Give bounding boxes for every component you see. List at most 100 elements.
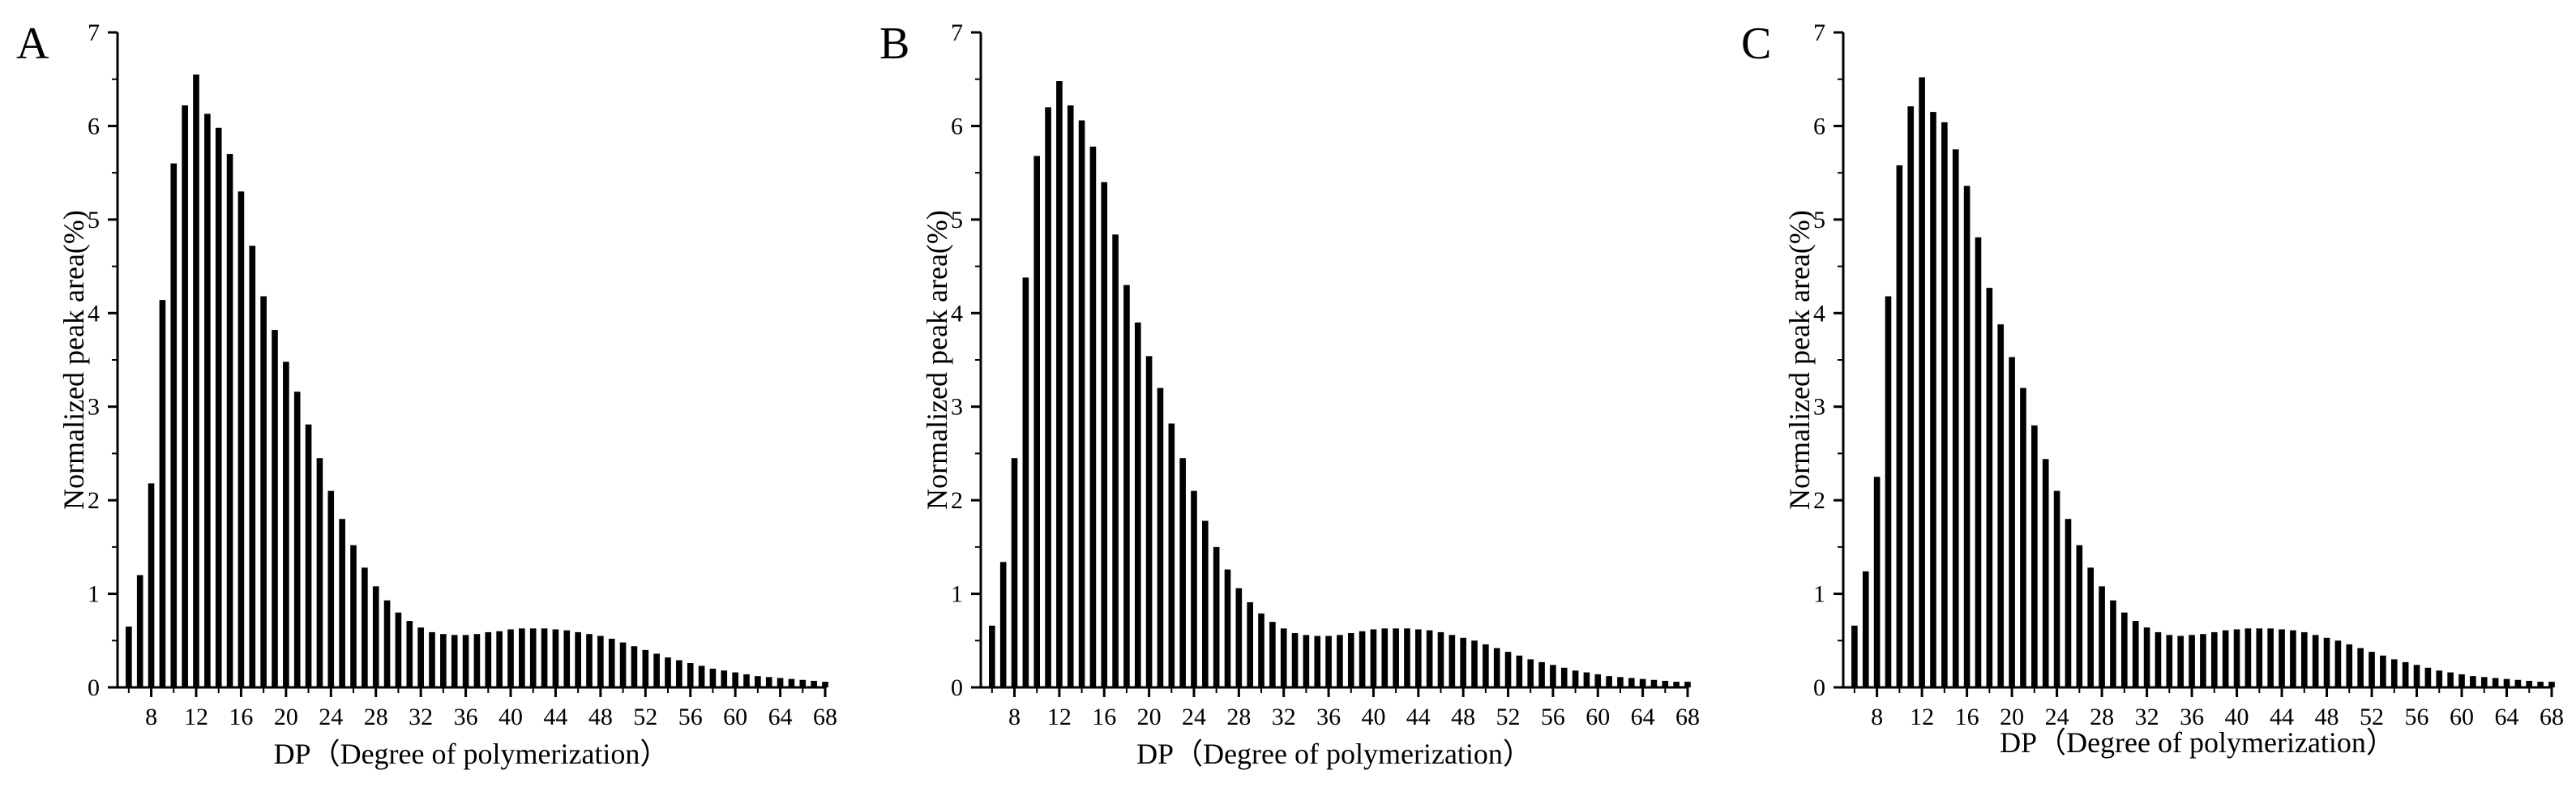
bar-dp-34 (440, 634, 447, 687)
bar-dp-6 (989, 625, 995, 687)
x-tick-label: 28 (1226, 704, 1251, 730)
bar-dp-54 (665, 657, 671, 687)
bar-dp-18 (1986, 288, 1993, 687)
bar-dp-50 (619, 642, 627, 687)
bar-dp-35 (1314, 636, 1321, 687)
bar-dp-28 (2099, 586, 2105, 687)
bar-dp-32 (2143, 627, 2150, 687)
bar-dp-16 (1101, 182, 1108, 687)
bar-dp-14 (1078, 120, 1085, 687)
x-tick-label: 40 (1361, 704, 1385, 730)
bar-dp-44 (2279, 629, 2285, 687)
x-tick-label: 24 (319, 704, 343, 730)
bar-dp-20 (1145, 356, 1153, 687)
bar-dp-25 (1202, 520, 1209, 687)
bar-dp-27 (1224, 569, 1231, 687)
bar-dp-37 (2200, 634, 2206, 687)
bar-dp-23 (316, 458, 323, 687)
x-tick-label: 32 (2135, 704, 2159, 730)
bar-dp-25 (2065, 519, 2072, 687)
bar-dp-49 (608, 638, 615, 687)
x-tick-label: 56 (678, 704, 703, 730)
x-tick-label: 8 (1008, 704, 1021, 730)
bar-dp-21 (293, 392, 301, 687)
bar-dp-52 (2368, 652, 2375, 687)
bar-dp-25 (339, 519, 345, 687)
y-tick-label: 1 (88, 581, 100, 608)
panel-label: B (879, 19, 909, 69)
x-tick-label: 60 (1585, 704, 1610, 730)
y-tick-label: 6 (1813, 113, 1825, 139)
bar-dp-53 (2380, 655, 2386, 687)
y-tick-label: 4 (951, 300, 963, 327)
bar-dp-67 (2537, 682, 2544, 687)
bar-dp-60 (732, 672, 738, 687)
y-axis-title: Normalized peak area(%) (921, 210, 953, 510)
bar-dp-9 (1885, 296, 1892, 687)
bar-dp-61 (743, 674, 750, 687)
bar-dp-62 (755, 676, 761, 687)
bar-dp-68 (1684, 682, 1691, 687)
x-tick-label: 36 (1316, 704, 1341, 730)
y-tick-label: 2 (951, 487, 963, 514)
x-tick-label: 64 (1631, 704, 1655, 730)
bar-dp-40 (1370, 629, 1377, 687)
bar-dp-11 (182, 105, 188, 687)
bar-dp-48 (2323, 637, 2330, 687)
bar-dp-17 (249, 246, 256, 687)
bar-dp-43 (2267, 628, 2274, 687)
x-tick-label: 36 (454, 704, 478, 730)
bar-dp-54 (2390, 659, 2398, 687)
bar-dp-59 (1583, 672, 1590, 687)
x-tick-label: 32 (409, 704, 433, 730)
bar-dp-64 (777, 678, 784, 687)
x-tick-label: 36 (2180, 704, 2204, 730)
bar-dp-23 (1179, 458, 1186, 687)
bar-dp-19 (272, 330, 278, 687)
bar-dp-15 (1089, 146, 1097, 687)
bar-dp-43 (541, 628, 548, 687)
bar-dp-51 (2357, 648, 2364, 687)
bar-dp-30 (1258, 613, 1264, 687)
y-tick-label: 1 (951, 581, 963, 608)
x-tick-label: 40 (2225, 704, 2249, 730)
bar-dp-18 (1123, 285, 1130, 687)
bar-dp-55 (2402, 661, 2409, 687)
bar-dp-68 (2548, 682, 2555, 687)
bar-dp-47 (586, 634, 593, 687)
y-tick-label: 1 (1813, 581, 1825, 608)
bar-dp-11 (1045, 107, 1051, 688)
bar-dp-19 (1134, 322, 1141, 687)
bar-dp-38 (485, 631, 492, 687)
bar-dp-31 (1269, 622, 1276, 687)
bar-dp-42 (1393, 628, 1399, 687)
x-tick-label: 28 (2090, 704, 2114, 730)
x-tick-label: 16 (229, 704, 253, 730)
bar-dp-21 (2020, 387, 2026, 687)
bar-dp-16 (1963, 186, 1971, 688)
bar-dp-48 (1460, 637, 1466, 687)
bar-dp-61 (2470, 676, 2476, 687)
bar-dp-14 (1941, 122, 1948, 687)
x-tick-label: 12 (1910, 704, 1934, 730)
y-tick-label: 5 (1813, 207, 1825, 233)
bar-dp-40 (2233, 629, 2240, 687)
y-tick-label: 5 (951, 207, 963, 233)
bar-dp-47 (1448, 635, 1456, 687)
x-tick-label: 44 (543, 704, 567, 730)
bar-dp-32 (1280, 628, 1287, 687)
bar-dp-9 (1022, 277, 1029, 687)
bar-dp-46 (575, 631, 581, 687)
bar-dp-28 (372, 586, 379, 687)
y-tick-label: 6 (88, 113, 100, 139)
bar-dp-11 (1907, 106, 1915, 687)
bar-dp-22 (2031, 425, 2038, 687)
x-tick-label: 52 (633, 704, 657, 730)
bar-dp-56 (687, 662, 694, 687)
y-tick-label: 7 (88, 19, 100, 46)
bar-dp-36 (1325, 636, 1332, 687)
bar-dp-54 (1527, 659, 1534, 687)
bar-dp-26 (2076, 545, 2083, 687)
bar-dp-36 (462, 635, 469, 687)
